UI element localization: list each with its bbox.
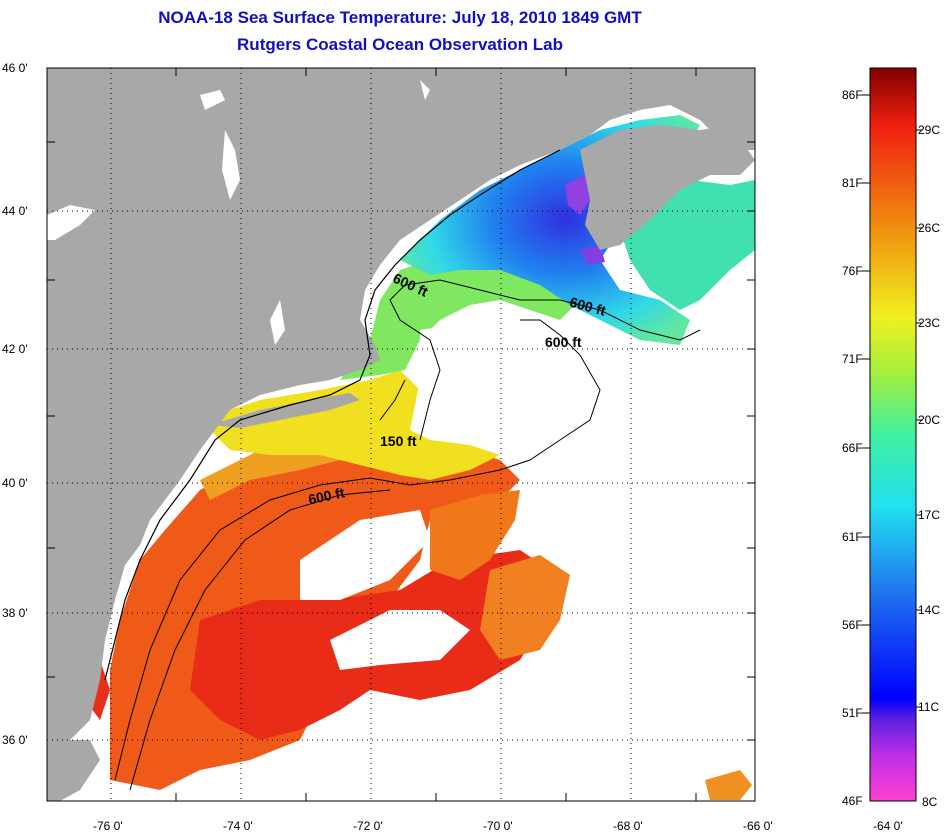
- warm-water-east-b: [480, 555, 570, 660]
- lon-label-72: -72 0': [353, 819, 383, 833]
- shelf-green-water: [340, 250, 580, 380]
- warm-patch-se: [705, 770, 752, 800]
- lat-label-38: 38 0': [2, 606, 28, 620]
- colorbar-f-86: 86F: [842, 88, 863, 102]
- colorbar-f-71: 71F: [842, 352, 863, 366]
- graticule: [47, 68, 755, 801]
- colorbar-c-8: 8C: [922, 795, 938, 809]
- colorbar-c-20: 20C: [918, 413, 940, 427]
- map-area: [47, 68, 755, 801]
- lat-label-40: 40 0': [2, 476, 28, 490]
- lake-ontario: [47, 205, 95, 240]
- colorbar-f-61: 61F: [842, 530, 863, 544]
- shelf-yellow-water: [200, 370, 500, 480]
- lat-label-46: 46 0': [2, 61, 28, 75]
- colorbar-gradient: [869, 67, 917, 802]
- lon-label-74: -74 0': [223, 819, 253, 833]
- colorbar-c-26: 26C: [918, 221, 940, 235]
- colorbar-f-66: 66F: [842, 441, 863, 455]
- lon-label-68: -68 0': [613, 819, 643, 833]
- lon-label-70: -70 0': [483, 819, 513, 833]
- land-south: [47, 740, 100, 801]
- colorbar-f-81: 81F: [842, 176, 863, 190]
- colorbar-f-46: 46F: [842, 794, 863, 808]
- white-gap-a: [300, 510, 430, 600]
- lat-label-36: 36 0': [2, 733, 28, 747]
- lon-label-64: -64 0': [873, 819, 903, 833]
- georges-bank-purple: [580, 245, 605, 265]
- colorbar: 86F 81F 76F 71F 66F 61F 56F 51F 46F 29C …: [842, 67, 940, 809]
- land-mass: [47, 68, 755, 740]
- georges-bank-nodata: [410, 320, 590, 450]
- lake-d: [420, 80, 430, 100]
- warm-water-east: [430, 490, 520, 580]
- contour-label-600-georges: 600 ft: [545, 334, 582, 350]
- lake-c: [270, 300, 285, 345]
- contour-label-600-sw: 600 ft: [307, 484, 346, 507]
- colorbar-c-17: 17C: [918, 508, 940, 522]
- colorbar-c-14: 14C: [918, 603, 940, 617]
- nova-scotia: [580, 125, 755, 250]
- lon-label-76: -76 0': [93, 819, 123, 833]
- long-island: [210, 393, 360, 428]
- colorbar-f-51: 51F: [842, 706, 863, 720]
- colorbar-f-76: 76F: [842, 264, 863, 278]
- lon-label-66: -66 0': [743, 819, 773, 833]
- bathymetry-contours: [114, 279, 701, 791]
- map-frame: [46, 67, 756, 802]
- lake-a: [200, 90, 225, 110]
- bay-of-fundy-purple: [565, 175, 590, 215]
- white-gap-b: [330, 610, 470, 670]
- colorbar-c-23: 23C: [918, 316, 940, 330]
- lat-label-42: 42 0': [2, 342, 28, 356]
- lake-b: [222, 130, 240, 200]
- colorbar-f-56: 56F: [842, 618, 863, 632]
- lat-label-44: 44 0': [2, 204, 28, 218]
- map-title: NOAA-18 Sea Surface Temperature: July 18…: [158, 8, 642, 27]
- map-subtitle: Rutgers Coastal Ocean Observation Lab: [237, 35, 563, 54]
- axis-ticks: [47, 68, 755, 801]
- coastline: [104, 149, 561, 681]
- contour-label-150: 150 ft: [380, 433, 417, 449]
- colorbar-c-29: 29C: [918, 123, 940, 137]
- colorbar-c-11: 11C: [918, 700, 939, 714]
